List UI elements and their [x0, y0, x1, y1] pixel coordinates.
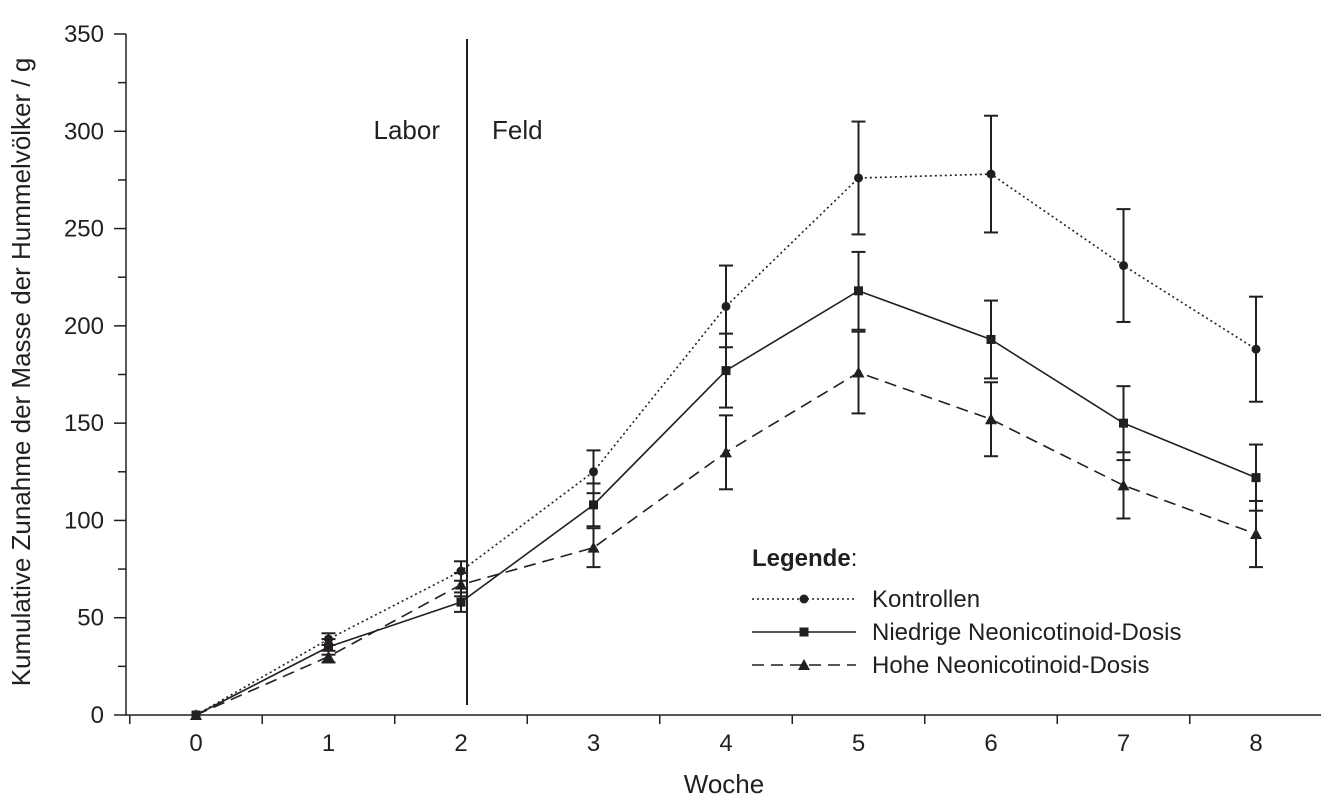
y-tick-label: 50	[77, 605, 104, 632]
data-point	[985, 413, 997, 425]
legend-label: Niedrige Neonicotinoid-Dosis	[872, 619, 1181, 646]
y-tick-label: 150	[64, 410, 104, 437]
data-point	[986, 169, 996, 179]
data-point	[854, 173, 863, 183]
legend-marker	[798, 659, 810, 670]
y-tick-label: 0	[91, 702, 104, 729]
y-tick-label: 250	[64, 216, 104, 243]
y-tick-label: 350	[64, 21, 104, 48]
data-point	[1119, 418, 1128, 428]
data-point	[1251, 473, 1261, 483]
data-point	[587, 541, 600, 553]
data-point	[589, 500, 598, 510]
x-axis-title: Woche	[684, 769, 764, 799]
y-ticks: 0 50 100 150 200 250 300 350	[64, 21, 126, 729]
data-point	[324, 642, 333, 652]
x-ticks: 0 1 2 3 4 5 6 7 8	[129, 715, 1263, 757]
legend-marker	[799, 594, 809, 604]
series-square	[191, 250, 1263, 720]
data-point	[1117, 479, 1130, 491]
x-tick-label: 7	[1117, 730, 1130, 757]
data-point	[322, 650, 335, 662]
series-layer	[190, 114, 1263, 720]
data-point	[1251, 344, 1261, 354]
data-point	[1250, 528, 1262, 540]
x-tick-label: 2	[454, 730, 467, 757]
legend-marker	[799, 627, 809, 637]
data-point	[721, 301, 731, 311]
x-tick-label: 8	[1249, 730, 1262, 757]
data-point	[852, 366, 865, 378]
x-tick-label: 0	[189, 730, 202, 757]
data-point	[720, 446, 732, 458]
legend-label: Hohe Neonicotinoid-Dosis	[872, 652, 1149, 679]
y-axis-title: Kumulative Zunahme der Masse der Hummelv…	[6, 58, 36, 687]
data-point	[986, 334, 996, 344]
data-point	[1119, 261, 1128, 271]
x-tick-label: 1	[322, 730, 335, 757]
x-tick-label: 5	[852, 730, 865, 757]
y-tick-label: 300	[64, 118, 104, 145]
legend-item: Niedrige Neonicotinoid-Dosis	[752, 619, 1181, 646]
x-tick-label: 6	[984, 730, 997, 757]
legend-item: Hohe Neonicotinoid-Dosis	[752, 652, 1149, 679]
legend-item: Kontrollen	[752, 586, 980, 613]
data-point	[456, 597, 466, 607]
legend-heading-colon: :	[851, 545, 858, 572]
legend: Legende: Kontrollen Niedrige Neonicotinoi…	[752, 545, 1181, 679]
legend-label: Kontrollen	[872, 586, 980, 613]
data-point	[455, 578, 467, 590]
legend-heading: Legende:	[752, 545, 857, 572]
legend-heading-word: Legende	[752, 545, 851, 572]
data-point	[589, 467, 598, 477]
feld-label: Feld	[492, 115, 543, 145]
labor-label: Labor	[374, 115, 441, 145]
y-tick-label: 100	[64, 507, 104, 534]
data-point	[190, 709, 202, 720]
x-tick-label: 3	[587, 730, 600, 757]
x-tick-label: 4	[719, 730, 732, 757]
data-point	[721, 366, 731, 376]
legend-items: Kontrollen Niedrige Neonicotinoid-Dosis Ho…	[752, 586, 1181, 679]
y-tick-label: 200	[64, 313, 104, 340]
data-point	[854, 286, 863, 296]
series-triangle	[190, 330, 1263, 720]
